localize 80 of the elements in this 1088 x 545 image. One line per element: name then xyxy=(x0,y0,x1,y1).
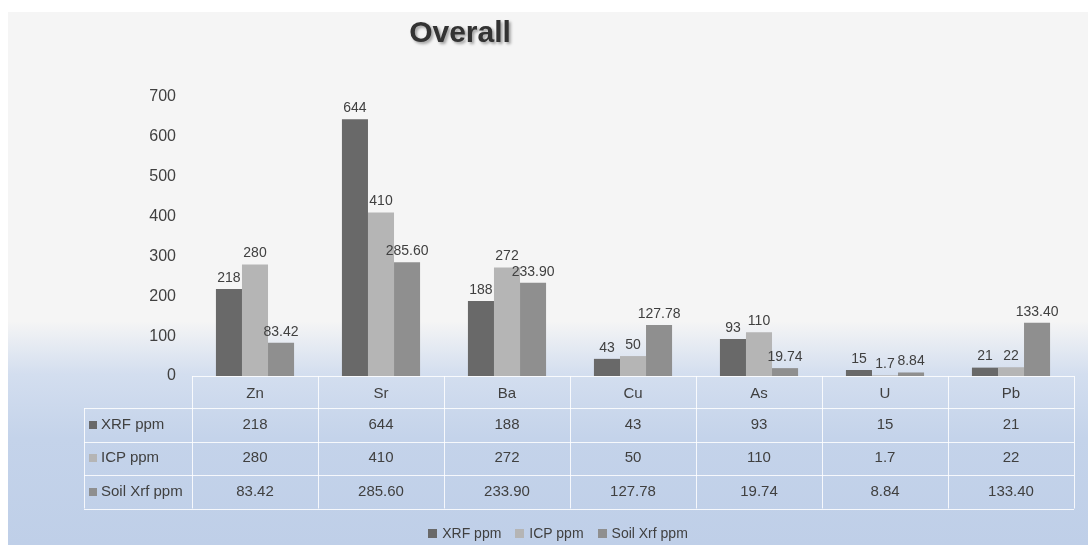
bar xyxy=(520,282,547,376)
data-label: 93 xyxy=(750,414,768,432)
y-tick-label: 400 xyxy=(149,206,177,224)
bar xyxy=(619,356,647,376)
text: 8.84 xyxy=(897,352,925,369)
data-label: 127.78 xyxy=(610,481,656,499)
legend-label: XRF ppm xyxy=(101,414,165,432)
legend-label: ICP ppm xyxy=(101,448,160,466)
text: Soil Xrf ppm xyxy=(611,525,688,541)
x-tick-label: Cu xyxy=(623,384,643,402)
text: 15 xyxy=(851,349,867,366)
text: 188 xyxy=(469,280,493,297)
bar xyxy=(467,301,494,376)
text: 19.74 xyxy=(767,347,803,364)
y-tick-label: 500 xyxy=(149,167,177,185)
data-label: 272 xyxy=(494,448,520,466)
data-label: 50 xyxy=(624,448,642,466)
bar xyxy=(772,368,799,376)
data-label: 15 xyxy=(876,414,894,432)
bar xyxy=(394,262,421,376)
y-tick-label: 300 xyxy=(149,246,177,264)
bar xyxy=(1024,322,1051,376)
x-tick-label: Sr xyxy=(373,384,389,402)
y-tick-label: 100 xyxy=(149,326,177,344)
data-label: 410 xyxy=(368,448,394,466)
y-tick-label: 700 xyxy=(149,87,177,105)
text: 110 xyxy=(747,312,771,329)
y-tick-label: 0 xyxy=(167,366,177,384)
data-label: 110 xyxy=(747,448,771,466)
text: 127.78 xyxy=(637,304,681,321)
data-label: 83.42 xyxy=(236,481,274,499)
text: 285.60 xyxy=(385,242,429,259)
text: ICP ppm xyxy=(529,525,584,541)
data-label: 280 xyxy=(242,448,268,466)
text: 233.90 xyxy=(511,262,555,279)
y-tick-label: 200 xyxy=(149,286,177,304)
text: 83.42 xyxy=(263,322,299,339)
x-tick-label: Zn xyxy=(246,384,264,402)
text: 50 xyxy=(625,335,641,352)
text: 43 xyxy=(599,338,615,355)
data-label: 8.84 xyxy=(870,481,900,499)
bar xyxy=(898,372,925,376)
data-label: 1.7 xyxy=(874,448,896,466)
text: XRF ppm xyxy=(442,525,502,541)
data-label: 644 xyxy=(368,414,394,432)
x-tick-label: U xyxy=(879,384,891,402)
data-label: 188 xyxy=(494,414,520,432)
x-tick-label: Ba xyxy=(497,384,517,402)
data-label: 133.40 xyxy=(988,481,1034,499)
data-label: 21 xyxy=(1002,414,1020,432)
data-label: 19.74 xyxy=(740,481,778,499)
text: 410 xyxy=(369,192,393,209)
text: 272 xyxy=(495,247,519,264)
bar xyxy=(268,342,295,376)
legend-label: Soil Xrf ppm xyxy=(101,481,183,499)
bar xyxy=(215,289,242,376)
y-tick-label: 600 xyxy=(149,127,177,145)
text: 22 xyxy=(1003,347,1019,364)
text: 133.40 xyxy=(1015,302,1059,319)
x-tick-label: As xyxy=(750,384,768,402)
text: 1.7 xyxy=(875,355,895,372)
chart-title: Overall xyxy=(408,15,512,49)
text: 280 xyxy=(243,244,267,261)
data-label: 218 xyxy=(242,414,268,432)
bar xyxy=(646,325,673,376)
data-label: 285.60 xyxy=(358,481,404,499)
bar xyxy=(341,119,368,376)
bar xyxy=(845,370,872,376)
data-label: 43 xyxy=(624,414,642,432)
text: 21 xyxy=(977,347,993,364)
x-tick-label: Pb xyxy=(1001,384,1021,402)
data-label: 233.90 xyxy=(484,481,530,499)
bar xyxy=(997,367,1025,376)
text: 644 xyxy=(343,99,367,116)
text: 218 xyxy=(217,268,241,285)
bar xyxy=(971,367,998,376)
data-label: 22 xyxy=(1002,448,1020,466)
bar xyxy=(593,358,620,376)
text: 93 xyxy=(725,318,741,335)
bar xyxy=(719,338,746,376)
